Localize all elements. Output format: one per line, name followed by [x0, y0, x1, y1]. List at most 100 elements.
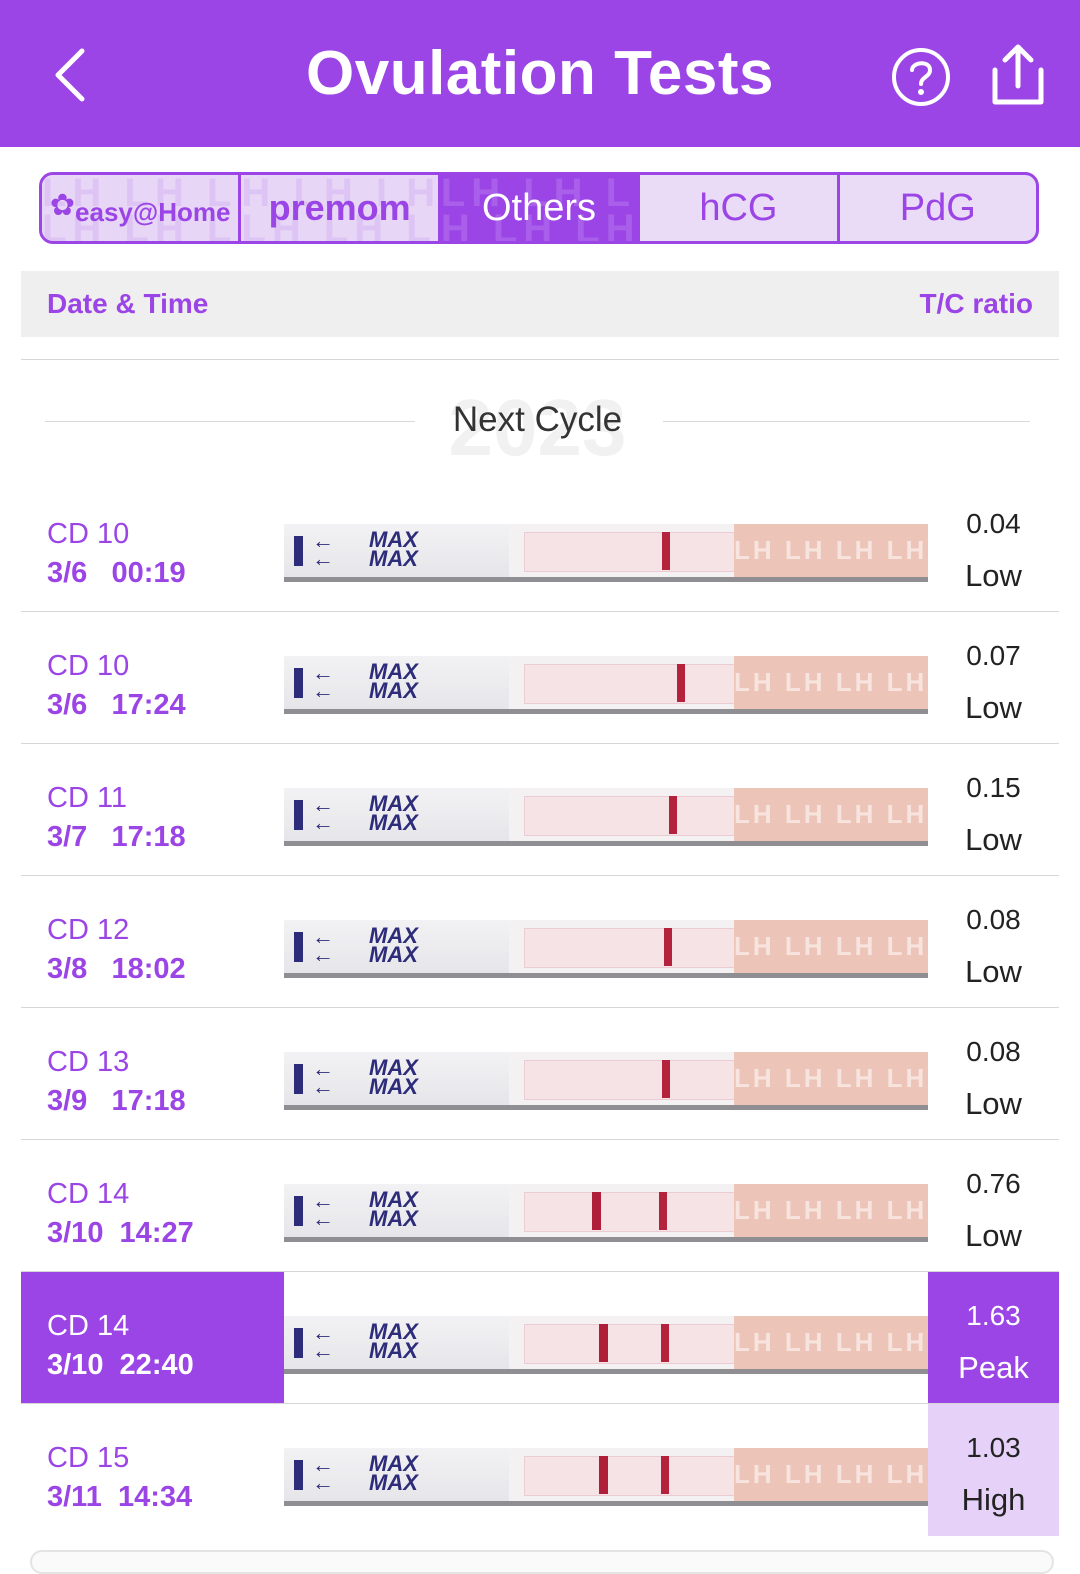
strip-dip-mark — [294, 800, 303, 830]
row-date-cell: CD 10 3/6 17:24 — [21, 612, 284, 744]
column-tc-ratio: T/C ratio — [919, 288, 1033, 319]
strip-handle: ← ← MAX MAX — [284, 1448, 509, 1501]
strip-result-window — [524, 532, 736, 572]
strip-dip-mark — [294, 536, 303, 566]
share-button[interactable] — [985, 40, 1051, 110]
strip-control-line — [662, 532, 670, 570]
back-button[interactable] — [40, 40, 100, 110]
column-date-time: Date & Time — [47, 288, 209, 319]
test-datetime: 3/6 00:19 — [47, 557, 186, 589]
row-date-cell: CD 12 3/8 18:02 — [21, 876, 284, 1008]
strip-handle: ← ← MAX MAX — [284, 788, 509, 841]
test-datetime: 3/6 17:24 — [47, 689, 186, 721]
strip-control-line — [669, 796, 677, 834]
row-date-cell: CD 15 3/11 14:34 — [21, 1404, 284, 1536]
strip-max-label: MAX MAX — [369, 659, 418, 703]
strip-max-label: MAX MAX — [369, 1055, 418, 1099]
strip-max-label: MAX MAX — [369, 1319, 418, 1363]
strip-result-window — [524, 1324, 736, 1364]
strip-wick: LH LH LH LH LH LH — [734, 524, 928, 577]
question-circle-icon — [892, 48, 950, 106]
strip-control-line — [661, 1324, 669, 1362]
test-datetime: 3/7 17:18 — [47, 821, 186, 853]
share-upload-icon — [992, 44, 1044, 105]
cycle-day: CD 10 — [47, 518, 130, 550]
arrow-left-icon: ← ← — [312, 1452, 334, 1495]
lh-level-label: Low — [965, 690, 1022, 725]
test-datetime: 3/11 14:34 — [47, 1481, 193, 1513]
arrow-left-icon: ← ← — [312, 924, 334, 967]
cycle-label: Next Cycle — [452, 400, 623, 439]
arrow-left-icon: ← ← — [312, 660, 334, 703]
tc-ratio-value: 0.76 — [966, 1168, 1021, 1199]
table-column-header: Date & Time T/C ratio — [21, 271, 1059, 337]
cycle-day: CD 10 — [47, 650, 130, 682]
strip-test-line — [599, 1456, 608, 1494]
tc-ratio-value: 0.07 — [966, 640, 1021, 671]
strip-dip-mark — [294, 1460, 303, 1490]
row-divider — [21, 1403, 1059, 1404]
tc-ratio-value: 0.08 — [966, 1036, 1021, 1067]
tc-ratio-value: 1.03 — [966, 1432, 1021, 1463]
arrow-left-icon: ← ← — [312, 528, 334, 571]
strip-test-line — [592, 1192, 601, 1230]
strip-result-window — [524, 928, 736, 968]
strip-max-label: MAX MAX — [369, 1187, 418, 1231]
tc-ratio-value: 1.63 — [966, 1300, 1021, 1331]
row-ratio-cell: 0.07 Low — [928, 612, 1059, 744]
strip-handle: ← ← MAX MAX — [284, 1316, 509, 1369]
row-divider — [21, 1271, 1059, 1272]
strip-control-line — [662, 1060, 670, 1098]
tab-hcg[interactable]: hCG — [640, 175, 840, 241]
strip-handle: ← ← MAX MAX — [284, 920, 509, 973]
arrow-left-icon: ← ← — [312, 1056, 334, 1099]
tc-ratio-value: 0.15 — [966, 772, 1021, 803]
divider — [21, 359, 1059, 360]
strip-wick: LH LH LH LH LH LH — [734, 1316, 928, 1369]
strip-handle: ← ← MAX MAX — [284, 656, 509, 709]
row-divider — [21, 1139, 1059, 1140]
row-divider — [21, 611, 1059, 612]
arrow-left-icon: ← ← — [312, 792, 334, 835]
test-datetime: 3/10 14:27 — [47, 1217, 194, 1249]
lh-level-label: High — [961, 1482, 1026, 1517]
strip-control-line — [677, 664, 685, 702]
row-date-cell: CD 10 3/6 00:19 — [21, 480, 284, 612]
strip-result-window — [524, 664, 736, 704]
lh-level-label: Low — [965, 954, 1022, 989]
help-button[interactable] — [890, 46, 952, 108]
cycle-day: CD 13 — [47, 1046, 130, 1078]
test-datetime: 3/8 18:02 — [47, 953, 186, 985]
app-header: Ovulation Tests — [0, 0, 1080, 147]
row-ratio-cell: 0.15 Low — [928, 744, 1059, 876]
strip-wick: LH LH LH LH LH LH — [734, 1052, 928, 1105]
row-divider — [21, 1007, 1059, 1008]
strip-max-label: MAX MAX — [369, 923, 418, 967]
arrow-left-icon: ← ← — [312, 1320, 334, 1363]
strip-result-window — [524, 1192, 736, 1232]
tab-others[interactable]: LH LH LH LHH LH LH LH Others — [440, 175, 641, 241]
cycle-day: CD 15 — [47, 1442, 130, 1474]
row-divider — [21, 875, 1059, 876]
strip-max-label: MAX MAX — [369, 791, 418, 835]
strip-dip-mark — [294, 1328, 303, 1358]
tab-pdg[interactable]: PdG — [840, 175, 1036, 241]
cycle-day: CD 14 — [47, 1178, 130, 1210]
row-divider — [21, 743, 1059, 744]
strip-max-label: MAX MAX — [369, 1451, 418, 1495]
